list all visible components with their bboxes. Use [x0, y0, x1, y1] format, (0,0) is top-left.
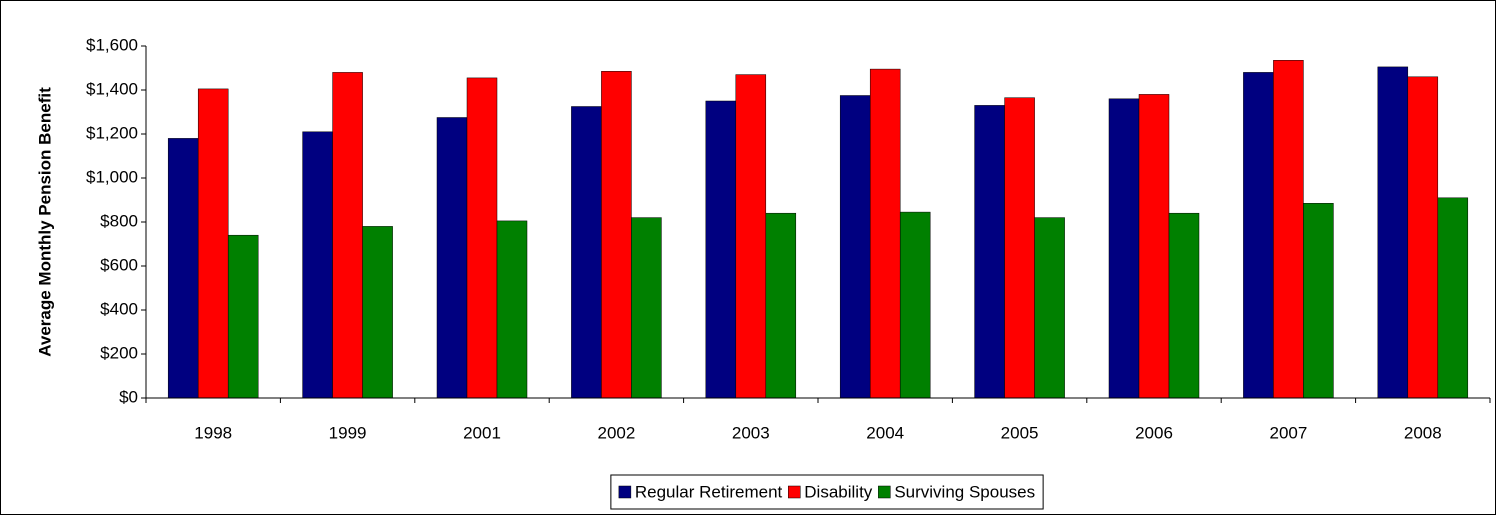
bar	[869, 68, 901, 399]
x-tick-label: 2004	[866, 423, 904, 442]
x-tick-label: 1999	[329, 423, 367, 442]
x-tick-label: 1998	[194, 423, 232, 442]
bar	[197, 88, 229, 399]
legend-swatch	[788, 485, 801, 499]
x-tick-label: 2005	[1001, 423, 1039, 442]
bar	[1034, 217, 1065, 399]
bar	[839, 95, 871, 399]
y-tick-label: $800	[100, 211, 138, 230]
legend-label: Surviving Spouses	[894, 482, 1035, 501]
bar	[1377, 66, 1409, 399]
y-tick-label: $200	[100, 343, 138, 362]
bar	[227, 234, 259, 399]
x-tick-label: 2006	[1135, 423, 1173, 442]
x-tick-label: 2001	[463, 423, 501, 442]
bar	[571, 106, 602, 399]
legend-box	[610, 474, 1044, 510]
bar	[601, 71, 632, 399]
bar	[735, 74, 767, 399]
bar	[466, 77, 498, 399]
bar	[1407, 76, 1439, 399]
bar	[1004, 97, 1035, 399]
legend-swatch	[878, 485, 891, 499]
bar	[899, 211, 931, 399]
legend-label: Regular Retirement	[635, 482, 783, 501]
legend-swatch	[618, 485, 632, 499]
bar	[1437, 197, 1469, 399]
bar	[436, 117, 468, 399]
x-tick-label: 2007	[1269, 423, 1307, 442]
x-tick-label: 2008	[1404, 423, 1442, 442]
bar	[1138, 94, 1170, 399]
bar	[631, 217, 662, 399]
bar	[167, 138, 199, 399]
y-tick-label: $1,400	[86, 79, 138, 98]
bar	[302, 131, 333, 399]
bar	[1243, 72, 1274, 399]
y-tick-label: $400	[100, 299, 138, 318]
legend: Regular Retirement Disability Surviving Sp…	[610, 474, 1044, 510]
bar	[974, 105, 1005, 399]
bar	[332, 72, 363, 399]
bar	[362, 226, 393, 399]
y-tick-label: $1,600	[86, 35, 138, 54]
bar	[1108, 98, 1140, 399]
y-tick-label: $600	[100, 255, 138, 274]
bar	[765, 212, 797, 399]
y-axis-label: Average Monthly Pension Benefit	[35, 87, 54, 357]
bar	[1303, 203, 1334, 399]
bar	[1273, 60, 1304, 399]
bar	[496, 220, 528, 399]
y-tick-label: $0	[119, 387, 138, 406]
y-tick-label: $1,000	[86, 167, 138, 186]
legend-label: Disability	[804, 482, 873, 501]
bar	[705, 100, 737, 399]
y-tick-label: $1,200	[86, 123, 138, 142]
x-tick-label: 2003	[732, 423, 770, 442]
x-tick-label: 2002	[597, 423, 635, 442]
bar	[1168, 212, 1200, 399]
